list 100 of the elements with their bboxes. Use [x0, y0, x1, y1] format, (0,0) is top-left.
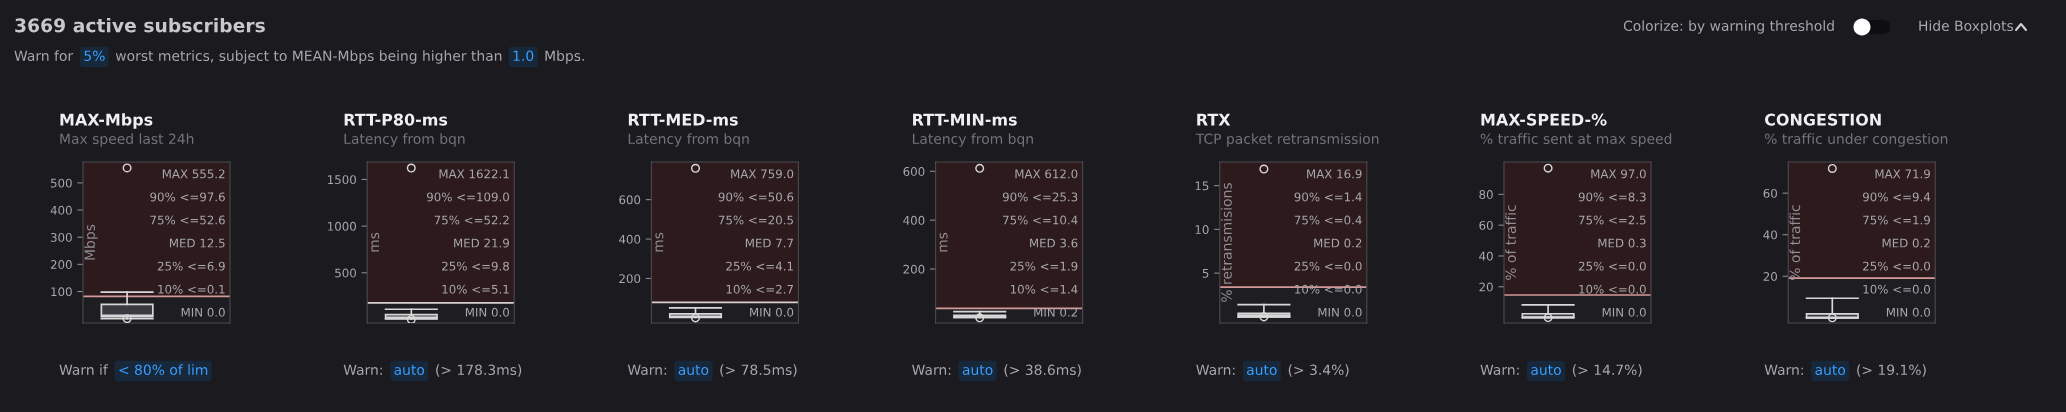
text: auto	[1531, 365, 1561, 376]
y-tick-label: 300	[50, 232, 72, 242]
y-tick-label: 600	[619, 195, 641, 205]
y-axis-title: ms	[371, 232, 380, 252]
annotation: MAX 612.0	[1015, 169, 1078, 179]
annotation: MIN 0.0	[1318, 307, 1362, 317]
y-tick-label: 100	[51, 287, 72, 297]
annotation: 75% <=0.4	[1294, 215, 1362, 225]
annotation: 10% <=0.1	[158, 284, 225, 294]
annotation: MIN 0.0	[181, 307, 225, 317]
annotation: MIN 0.0	[465, 307, 510, 317]
chart-title: RTT-P80-ms	[344, 113, 448, 126]
annotation: 25% <=0.0	[1294, 261, 1362, 271]
y-tick-label: 500	[50, 178, 72, 188]
annotation: MAX 555.2	[162, 169, 225, 179]
text: Warn:	[912, 364, 951, 376]
chart-title: MAX-Mbps	[60, 113, 153, 129]
annotation: 10% <=2.7	[726, 284, 793, 294]
text: (> 78.5ms)	[720, 364, 797, 377]
annotation: MAX 71.9	[1875, 169, 1930, 179]
text: Warn:	[1196, 364, 1235, 376]
annotation: MAX 16.9	[1307, 169, 1362, 179]
text: Colorize: by warning threshold	[1623, 20, 1834, 34]
annotation: MAX 1622.1	[439, 169, 509, 179]
y-axis-title: ms	[939, 232, 948, 252]
text: Warn:	[1480, 364, 1519, 376]
annotation: MIN 0.2	[1034, 307, 1078, 317]
annotation: MIN 0.0	[1602, 307, 1646, 317]
annotation: 25% <=6.9	[157, 261, 225, 271]
chart-title: RTX	[1197, 113, 1231, 126]
annotation: 75% <=52.2	[434, 215, 509, 225]
annotation: MED 12.5	[169, 238, 225, 248]
text: worst metrics, subject to MEAN-Mbps being higher than	[115, 50, 502, 64]
y-axis-title: % of traffic	[1505, 205, 1517, 280]
y-axis-title: Mbps	[84, 224, 98, 260]
y-tick-label: 200	[903, 264, 925, 274]
chart-subtitle: Latency from bqn	[628, 133, 749, 147]
y-tick-label: 400	[619, 234, 641, 244]
annotation: MED 7.7	[745, 238, 793, 248]
text: (> 14.7%)	[1572, 364, 1642, 377]
text: auto	[394, 365, 425, 376]
y-axis-title: % retransmisions	[1221, 183, 1232, 302]
y-tick-label: 500	[335, 268, 356, 278]
y-tick-label: 5	[1202, 269, 1209, 278]
annotation: 10% <=5.1	[442, 284, 509, 294]
text: Mbps.	[545, 50, 584, 64]
chart-subtitle: % traffic under congestion	[1764, 133, 1948, 147]
annotation: MIN 0.0	[750, 307, 794, 317]
y-tick-label: 20	[1763, 271, 1777, 281]
annotation: 75% <=20.5	[718, 215, 793, 225]
y-tick-label: 200	[619, 274, 641, 284]
annotation: MED 0.2	[1314, 238, 1362, 248]
text: (> 38.6ms)	[1004, 364, 1081, 377]
annotation: 25% <=1.9	[1010, 261, 1078, 271]
annotation: MED 0.3	[1598, 238, 1646, 248]
chart-subtitle: Latency from bqn	[344, 133, 465, 147]
text: Warn:	[627, 364, 667, 376]
y-tick-label: 200	[50, 260, 72, 270]
text: auto	[678, 365, 709, 376]
text: Warn for	[14, 50, 74, 62]
text: Warn if	[59, 364, 109, 376]
annotation: 90% <=25.3	[1002, 192, 1078, 202]
annotation: 75% <=10.4	[1003, 215, 1078, 225]
chart-subtitle: TCP packet retransmission	[1195, 133, 1379, 147]
y-tick-label: 60	[1763, 188, 1777, 198]
annotation: 90% <=9.4	[1862, 192, 1931, 202]
chart-title: CONGESTION	[1765, 113, 1881, 126]
annotation: MED 21.9	[454, 238, 509, 248]
annotation: 25% <=4.1	[726, 261, 793, 271]
annotation: MED 0.2	[1882, 238, 1930, 248]
chart-subtitle: % traffic sent at max speed	[1480, 133, 1672, 147]
text: 5%	[84, 50, 105, 62]
annotation: 25% <=0.0	[1863, 261, 1931, 271]
annotation: 90% <=1.4	[1294, 192, 1362, 202]
text: (> 178.3ms)	[436, 364, 522, 377]
annotation: MED 3.6	[1030, 238, 1078, 248]
y-axis-title: % of traffic	[1789, 205, 1801, 280]
text: (> 3.4%)	[1288, 364, 1349, 377]
annotation: 75% <=2.5	[1579, 215, 1646, 225]
annotation: 90% <=109.0	[426, 192, 509, 202]
text: 3669 active subscribers	[15, 17, 265, 33]
y-tick-label: 60	[1479, 220, 1493, 230]
y-tick-label: 15	[1195, 181, 1209, 191]
chart-title: RTT-MED-ms	[628, 113, 738, 126]
y-tick-label: 40	[1763, 230, 1777, 240]
annotation: 10% <=0.0	[1863, 284, 1931, 294]
annotation: 90% <=97.6	[150, 192, 225, 202]
text: 1.0	[513, 50, 534, 62]
annotation: 90% <=50.6	[718, 192, 794, 202]
text: < 80% of lim	[119, 364, 208, 376]
y-tick-label: 400	[903, 215, 925, 225]
annotation: 75% <=52.6	[150, 215, 225, 225]
annotation: 90% <=8.3	[1578, 192, 1646, 202]
annotation: MIN 0.0	[1886, 307, 1931, 317]
y-tick-label: 40	[1479, 251, 1493, 261]
text: Warn:	[343, 364, 382, 376]
text: (> 19.1%)	[1857, 364, 1926, 377]
annotation: 25% <=9.8	[442, 261, 509, 271]
text: auto	[962, 365, 993, 376]
chart-subtitle: Latency from bqn	[912, 133, 1033, 147]
